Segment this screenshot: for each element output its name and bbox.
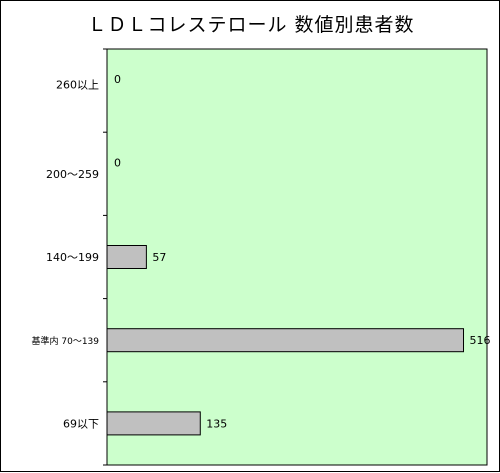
category-label: 基準内 70～139 bbox=[32, 335, 100, 347]
category-labels: 260以上 200～259 140～199 基準内 70～139 69以下 bbox=[32, 79, 100, 431]
bar-value-label: 57 bbox=[152, 251, 166, 264]
bar bbox=[106, 411, 201, 436]
bar bbox=[106, 328, 465, 353]
category-label: 69以下 bbox=[63, 417, 99, 430]
bar-value-label: 135 bbox=[206, 417, 227, 430]
bar-value-label: 0 bbox=[114, 156, 121, 169]
category-label: 200～259 bbox=[46, 168, 99, 181]
value-labels: 0 0 57 516 135 bbox=[114, 73, 491, 430]
chart-title: ＬＤＬコレステロール 数値別患者数 bbox=[87, 14, 414, 36]
category-label: 260以上 bbox=[56, 79, 99, 92]
bar-value-label: 516 bbox=[470, 334, 491, 347]
y-axis bbox=[103, 48, 108, 466]
category-label: 140～199 bbox=[46, 251, 99, 264]
bar bbox=[106, 245, 147, 269]
plot-area bbox=[106, 48, 488, 466]
bar-value-label: 0 bbox=[114, 73, 121, 86]
bars-group bbox=[106, 245, 465, 436]
